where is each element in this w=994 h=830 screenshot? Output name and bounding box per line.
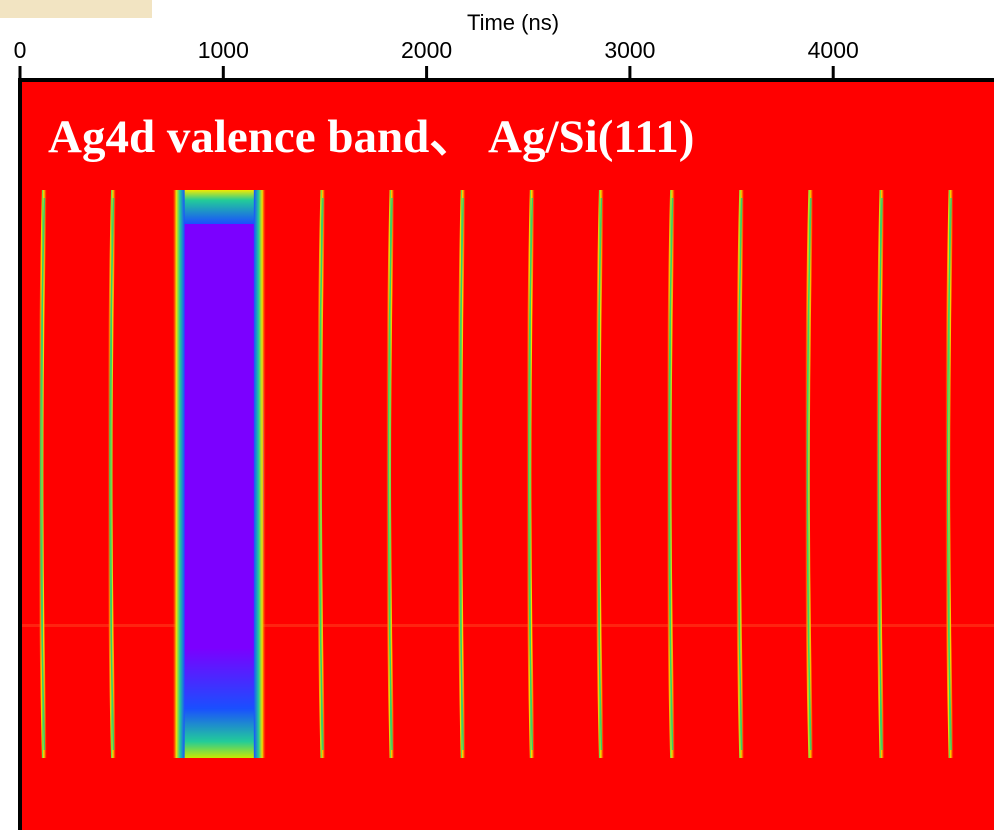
bunch-streak bbox=[457, 190, 466, 758]
bunch-streak bbox=[945, 190, 954, 758]
bunch-streak bbox=[875, 190, 885, 758]
bunch-streak bbox=[804, 190, 814, 758]
x-tick-label: 2000 bbox=[401, 37, 452, 63]
bunch-streak bbox=[595, 190, 604, 758]
bunch-streak bbox=[666, 190, 676, 758]
faint-horizontal-band bbox=[20, 624, 994, 627]
bunch-streak-core bbox=[806, 197, 812, 751]
bunch-layer bbox=[38, 190, 954, 758]
x-axis-title: Time (ns) bbox=[467, 10, 559, 35]
bunch-streak bbox=[735, 190, 745, 758]
plot-background bbox=[20, 80, 994, 830]
bunch-train-left-edge bbox=[172, 190, 185, 758]
bunch-streak-core bbox=[668, 197, 674, 751]
corner-swatch bbox=[0, 0, 152, 18]
x-tick-label: 4000 bbox=[808, 37, 859, 63]
bunch-train-right-edge bbox=[253, 190, 266, 758]
bunch-streak-core bbox=[387, 197, 393, 751]
bunch-streak-core bbox=[528, 197, 534, 751]
bunch-streak bbox=[316, 190, 326, 758]
bunch-streak-core bbox=[318, 197, 324, 751]
bunch-streak-core bbox=[458, 197, 464, 751]
bunch-streak bbox=[107, 190, 117, 758]
bunch-train-top-edge bbox=[178, 190, 260, 224]
bunch-streak-core bbox=[877, 197, 883, 751]
bunch-streak-core bbox=[40, 197, 46, 751]
bunch-streak bbox=[38, 190, 47, 758]
x-tick-label: 3000 bbox=[604, 37, 655, 63]
bunch-streak-core bbox=[597, 197, 603, 751]
bunch-streak-core bbox=[109, 197, 115, 751]
x-ticks: 0 1000 2000 3000 4000 bbox=[14, 37, 859, 80]
x-tick-label: 0 bbox=[14, 37, 27, 63]
bunch-train-bottom-edge bbox=[178, 648, 260, 758]
chart-title: Ag4d valence band、 Ag/Si(111) bbox=[48, 111, 694, 163]
bunch-streak-core bbox=[737, 197, 743, 751]
x-tick-label: 1000 bbox=[198, 37, 249, 63]
bunch-train-block bbox=[177, 190, 264, 758]
bunch-streak bbox=[526, 190, 535, 758]
bunch-streak-core bbox=[946, 197, 952, 751]
bunch-streak bbox=[386, 190, 395, 758]
